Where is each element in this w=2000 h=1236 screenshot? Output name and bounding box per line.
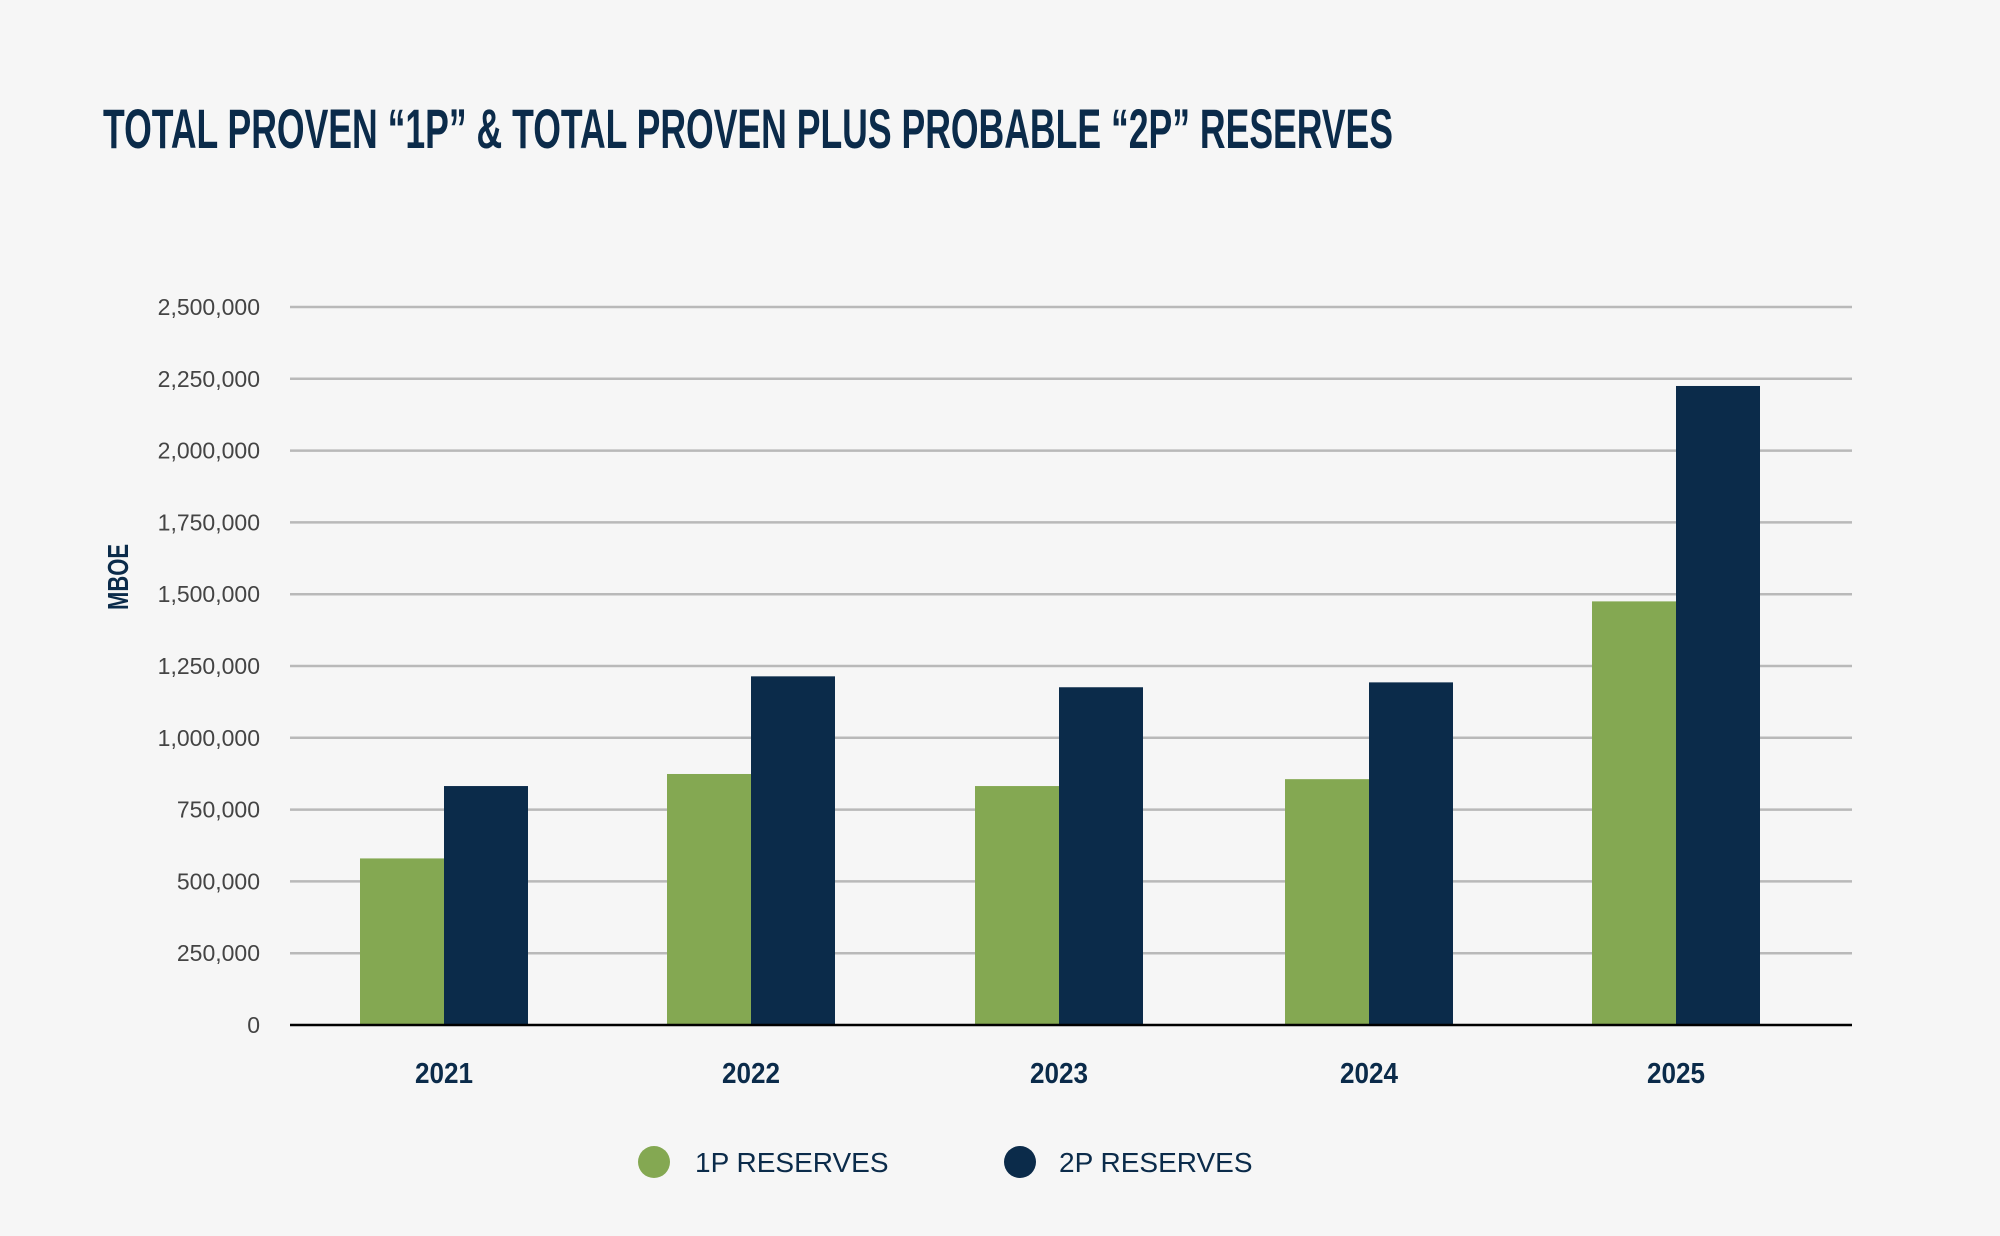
y-tick-label: 0 [247,1012,260,1038]
legend-label-2p: 2P RESERVES [1059,1147,1253,1178]
bar-2p-2023 [1059,687,1143,1025]
bar-1p-2022 [667,773,751,1025]
y-tick-label: 2,250,000 [158,366,260,392]
bar-2p-2022 [751,676,835,1025]
x-axis-ticks: 2021 2022 2023 2024 2025 [415,1058,1705,1090]
chart-title: TOTAL PROVEN “1P” & TOTAL PROVEN PLUS PR… [103,97,1393,160]
legend-swatch-2p [1004,1146,1036,1178]
y-tick-label: 750,000 [177,797,260,823]
y-tick-label: 500,000 [177,868,260,894]
y-tick-label: 1,000,000 [158,725,260,751]
y-tick-label: 250,000 [177,940,260,966]
bar-1p-2024 [1285,779,1369,1025]
bar-2p-2024 [1369,682,1453,1025]
legend-label-1p: 1P RESERVES [695,1147,889,1178]
y-tick-label: 1,750,000 [158,509,260,535]
x-tick-label: 2023 [1030,1058,1088,1090]
x-tick-label: 2022 [722,1058,780,1090]
bar-1p-2021 [360,858,444,1025]
bar-1p-2023 [975,786,1059,1025]
bar-2p-2025 [1676,385,1760,1026]
legend: 1P RESERVES 2P RESERVES [638,1146,1253,1178]
y-axis-label: MBOE [103,544,135,610]
y-tick-label: 1,250,000 [158,653,260,679]
y-tick-label: 2,500,000 [158,294,260,320]
x-tick-label: 2021 [415,1058,473,1090]
y-tick-label: 1,500,000 [158,581,260,607]
bar-1p-2025 [1592,601,1676,1025]
bars [360,385,1760,1026]
x-tick-label: 2024 [1340,1058,1398,1090]
y-axis-ticks: 0 250,000 500,000 750,000 1,000,000 1,250,000… [158,294,260,1038]
bar-2p-2021 [444,786,528,1025]
y-tick-label: 2,000,000 [158,438,260,464]
x-tick-label: 2025 [1647,1058,1705,1090]
legend-swatch-1p [638,1146,670,1178]
